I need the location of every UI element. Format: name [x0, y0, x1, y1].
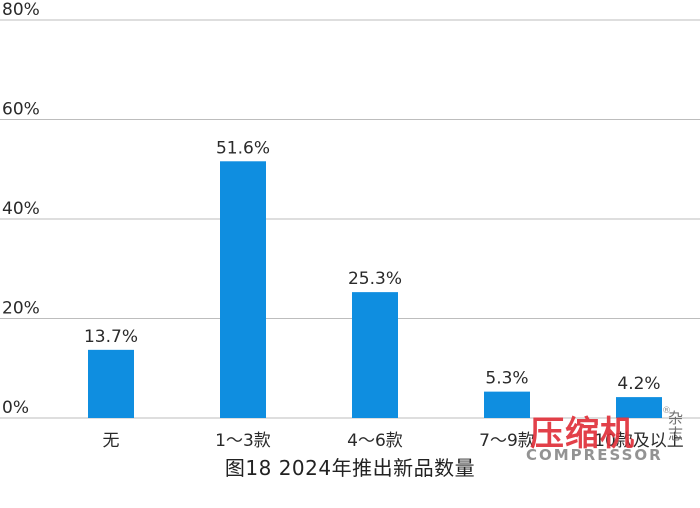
x-tick-label: 无 — [103, 431, 120, 451]
logo-en-text: COMPRESSOR — [526, 446, 663, 464]
x-tick-label: 10款及以上 — [594, 431, 684, 451]
data-label: 4.2% — [617, 374, 660, 394]
bar — [220, 161, 266, 419]
y-tick-label: 80% — [2, 0, 40, 20]
figure-caption: 图18 2024年推出新品数量 — [224, 456, 476, 480]
data-label: 25.3% — [348, 269, 402, 289]
y-tick-label: 20% — [2, 299, 40, 319]
bar — [484, 391, 530, 418]
publisher-logo: 压缩机 ® 杂志 COMPRESSOR — [526, 406, 696, 468]
bar — [88, 349, 134, 418]
bar — [616, 397, 662, 418]
data-label: 5.3% — [485, 369, 528, 389]
x-tick-label: 4～6款 — [347, 431, 403, 451]
data-label: 13.7% — [84, 327, 138, 347]
bar — [352, 292, 398, 418]
registered-mark: ® — [662, 406, 671, 416]
x-tick-label: 7～9款 — [479, 431, 535, 451]
x-tick-label: 1～3款 — [215, 431, 271, 451]
y-tick-label: 60% — [2, 100, 40, 120]
logo-cn-text: 压缩机 — [530, 414, 635, 454]
y-tick-label: 40% — [2, 199, 40, 219]
logo-small-text: 杂志 — [668, 409, 684, 443]
y-tick-label: 0% — [2, 398, 29, 418]
data-label: 51.6% — [216, 138, 270, 158]
